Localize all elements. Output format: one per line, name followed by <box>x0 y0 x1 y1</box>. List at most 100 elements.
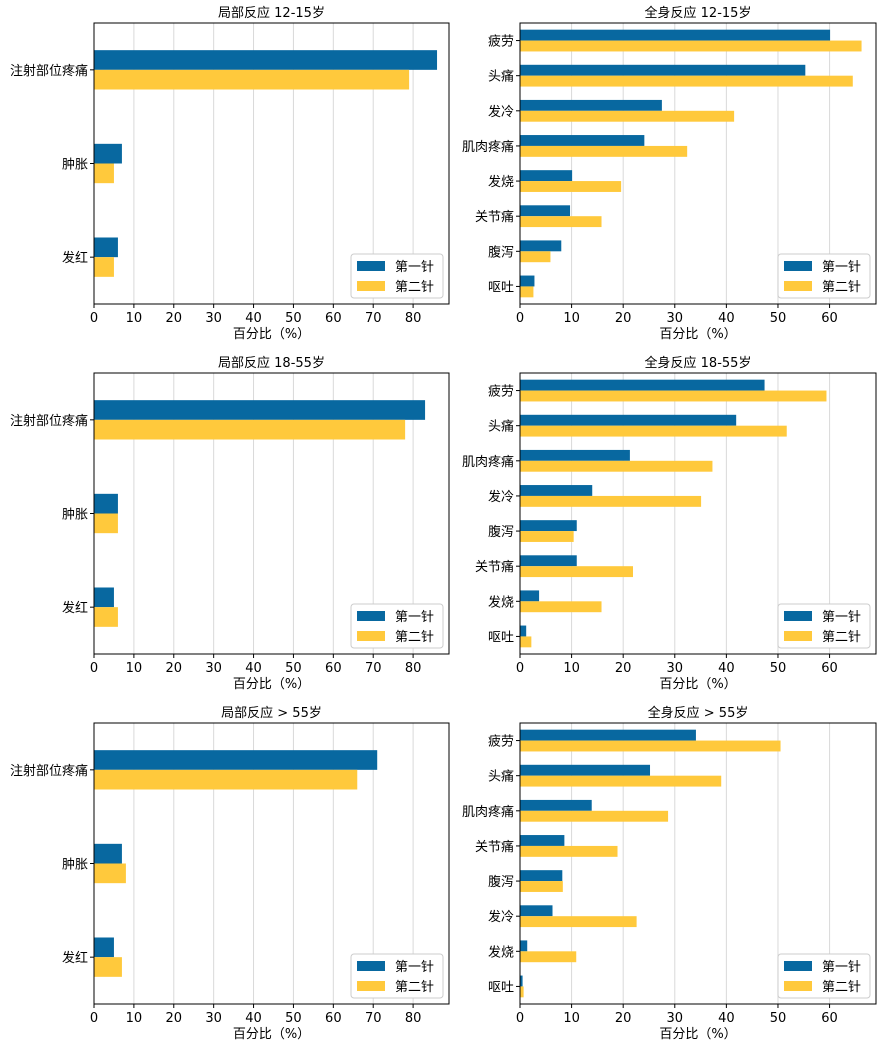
x-tick-label: 10 <box>563 1011 580 1026</box>
x-axis-label: 百分比（%） <box>659 327 736 342</box>
x-tick-label: 10 <box>126 311 143 326</box>
bar-dose2-1 <box>94 163 114 184</box>
x-tick-label: 0 <box>516 311 524 326</box>
bar-dose1-1 <box>94 143 122 164</box>
bar-dose1-6 <box>520 590 540 602</box>
x-tick-label: 20 <box>615 661 632 676</box>
bar-dose1-2 <box>520 99 662 111</box>
x-tick-label: 10 <box>126 661 143 676</box>
category-label: 发烧 <box>488 594 514 610</box>
legend-label-dose2: 第二针 <box>822 280 861 295</box>
x-tick-label: 50 <box>285 1011 302 1026</box>
x-tick-label: 60 <box>821 311 838 326</box>
x-tick-label: 0 <box>90 1011 98 1026</box>
bar-dose1-2 <box>94 937 114 958</box>
bar-dose2-7 <box>520 286 534 298</box>
category-label: 腹泻 <box>488 244 514 260</box>
bar-dose2-2 <box>520 110 735 122</box>
bar-dose2-2 <box>520 460 713 472</box>
bar-dose1-3 <box>520 485 593 496</box>
category-label: 头痛 <box>488 69 514 85</box>
category-label: 疲劳 <box>488 384 514 400</box>
bar-dose1-3 <box>520 135 645 146</box>
bar-dose1-1 <box>520 64 806 76</box>
x-axis-label: 百分比（%） <box>659 677 736 692</box>
x-axis-label: 百分比（%） <box>659 1027 736 1042</box>
x-tick-label: 50 <box>285 311 302 326</box>
x-tick-label: 70 <box>365 661 382 676</box>
plot-frame <box>519 22 877 305</box>
x-tick-label: 40 <box>245 311 262 326</box>
bar-dose1-5 <box>520 205 571 217</box>
bar-dose2-0 <box>94 769 358 790</box>
bar-dose1-1 <box>94 493 118 514</box>
x-tick-label: 40 <box>245 1011 262 1026</box>
bar-dose1-7 <box>520 275 535 287</box>
category-label: 关节痛 <box>475 839 514 855</box>
bar-dose2-0 <box>520 390 827 402</box>
x-tick-label: 50 <box>285 661 302 676</box>
bar-dose2-6 <box>520 951 577 963</box>
category-label: 发烧 <box>488 174 514 190</box>
x-tick-label: 60 <box>821 1011 838 1026</box>
plot-frame <box>519 722 877 1005</box>
category-label: 发冷 <box>488 489 514 505</box>
x-tick-label: 20 <box>166 1011 183 1026</box>
bar-dose1-0 <box>520 729 696 741</box>
category-label: 肌肉疼痛 <box>462 804 514 820</box>
bar-dose2-1 <box>520 775 722 787</box>
bar-dose2-4 <box>520 181 622 192</box>
x-tick-label: 80 <box>405 1011 422 1026</box>
x-tick-label: 40 <box>245 661 262 676</box>
bar-dose2-0 <box>520 740 781 752</box>
legend-label-dose1: 第一针 <box>395 610 434 625</box>
chart-title: 全身反应 > 55岁 <box>648 705 749 721</box>
x-tick-label: 40 <box>718 1011 735 1026</box>
legend-label-dose1: 第一针 <box>395 960 434 975</box>
bar-dose1-2 <box>520 449 630 461</box>
category-label: 注射部位疼痛 <box>10 413 88 429</box>
bar-dose2-5 <box>520 216 602 228</box>
x-tick-label: 20 <box>615 311 632 326</box>
bar-dose1-5 <box>520 905 553 917</box>
x-axis-label: 百分比（%） <box>233 677 310 692</box>
bar-dose2-2 <box>520 810 669 822</box>
bar-dose1-6 <box>520 940 528 952</box>
category-label: 头痛 <box>488 769 514 785</box>
x-tick-label: 60 <box>325 311 342 326</box>
bar-dose1-0 <box>94 400 426 420</box>
category-label: 腹泻 <box>488 524 514 540</box>
bar-dose2-5 <box>520 566 633 578</box>
category-label: 头痛 <box>488 419 514 435</box>
bar-dose2-5 <box>520 916 637 928</box>
bar-dose1-5 <box>520 555 577 567</box>
x-tick-label: 30 <box>667 1011 684 1026</box>
bar-dose1-0 <box>520 379 765 391</box>
x-tick-label: 50 <box>770 1011 787 1026</box>
bar-dose2-2 <box>94 607 118 627</box>
bar-dose2-7 <box>520 636 532 648</box>
bar-dose2-1 <box>94 863 126 884</box>
bar-dose1-4 <box>520 170 573 182</box>
category-label: 疲劳 <box>488 734 514 750</box>
chart-title: 局部反应 12-15岁 <box>218 5 325 21</box>
category-label: 肿胀 <box>62 158 88 173</box>
bar-dose2-2 <box>94 257 114 277</box>
category-label: 发红 <box>62 950 88 966</box>
bar-dose1-7 <box>520 625 527 637</box>
category-label: 肿胀 <box>62 508 88 523</box>
bar-dose1-4 <box>520 520 577 532</box>
x-tick-label: 20 <box>166 661 183 676</box>
x-tick-label: 20 <box>615 1011 632 1026</box>
chart-title: 全身反应 12-15岁 <box>645 5 752 21</box>
x-tick-label: 60 <box>325 661 342 676</box>
bar-dose2-6 <box>520 601 602 613</box>
x-tick-label: 40 <box>718 661 735 676</box>
bar-dose1-2 <box>94 237 118 258</box>
